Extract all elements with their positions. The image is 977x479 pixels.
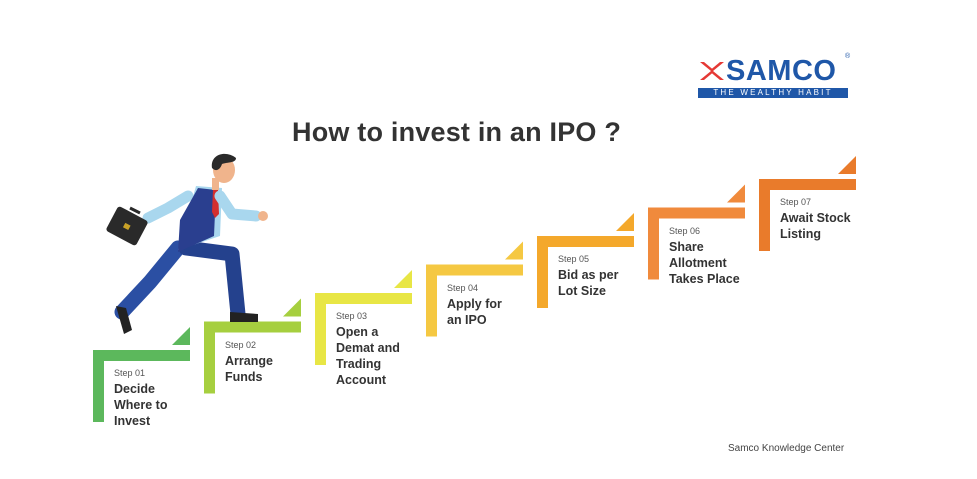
step-4-post [426, 264, 437, 337]
step-1-label: Step 01 [114, 368, 146, 378]
step-1-bar [93, 350, 190, 361]
businessman-hair [211, 153, 236, 171]
businessman-vest [178, 188, 216, 252]
businessman-front-shoe [230, 312, 258, 322]
businessman-back-leg [114, 240, 186, 320]
step-3-text: Open a Demat and Trading Account [336, 325, 400, 387]
step-7-post [759, 179, 770, 251]
step-2-post [204, 321, 215, 394]
step-5-text: Bid as per Lot Size [558, 268, 619, 298]
briefcase-handle [129, 206, 141, 215]
logo-brand-name: SAMCO [726, 55, 837, 87]
step-4-shape [426, 241, 523, 337]
step-6-text: Share Allotment Takes Place [669, 239, 740, 286]
samco-mark-icon [700, 62, 724, 80]
step-6-arrow-icon [727, 184, 745, 203]
step-5-shape [537, 213, 634, 308]
businessman-back-arm [142, 190, 194, 224]
step-4-text: Apply for an IPO [447, 296, 502, 327]
step-7-text: Await Stock Listing [780, 211, 851, 241]
step-3-shape [315, 270, 412, 365]
step-4-arrow-icon [505, 241, 523, 260]
step-6-label: Step 06 [669, 225, 701, 236]
step-1-post [93, 350, 104, 422]
samco-logo: SAMCO ® THE WEALTHY HABIT [698, 53, 850, 99]
businessman-front-hand [258, 211, 268, 221]
step-4-label: Step 04 [447, 282, 479, 293]
businessman-neck [212, 178, 219, 190]
step-1-arrow-icon [172, 327, 190, 345]
briefcase-clasp [122, 222, 131, 231]
step-2-label: Step 02 [225, 339, 257, 350]
step-5-post [537, 236, 548, 308]
businessman-back-shoe [116, 306, 132, 334]
step-5-bar [537, 236, 634, 247]
logo-registered-mark: ® [845, 53, 851, 60]
step-5-arrow-icon [616, 213, 634, 231]
businessman-front-arm [214, 190, 262, 222]
step-1-shape [93, 327, 190, 422]
step-2-arrow-icon [283, 298, 301, 317]
businessman-front-leg [178, 240, 246, 322]
step-7-bar [759, 179, 856, 190]
page-title: How to invest in an IPO ? [292, 117, 622, 147]
step-5-label: Step 05 [558, 254, 590, 264]
step-6-post [648, 207, 659, 280]
logo-tagline: THE WEALTHY HABIT [698, 88, 848, 98]
step-3-bar [315, 293, 412, 304]
step-1-text: Decide Where to Invest [114, 382, 168, 428]
step-7-arrow-icon [838, 156, 856, 174]
step-3-post [315, 293, 326, 365]
step-4-bar [426, 264, 523, 276]
steps-layer [93, 156, 856, 422]
footer-credit: Samco Knowledge Center [728, 443, 845, 454]
step-7-shape [759, 156, 856, 251]
step-2-text: Arrange Funds [225, 353, 273, 384]
step-3-arrow-icon [394, 270, 412, 288]
step-7-label: Step 07 [780, 197, 812, 207]
step-6-shape [648, 184, 745, 280]
step-6-bar [648, 207, 745, 219]
businessman-illustration [106, 153, 268, 334]
step-3-label: Step 03 [336, 311, 368, 321]
step-2-shape [204, 298, 301, 394]
step-2-bar [204, 321, 301, 333]
